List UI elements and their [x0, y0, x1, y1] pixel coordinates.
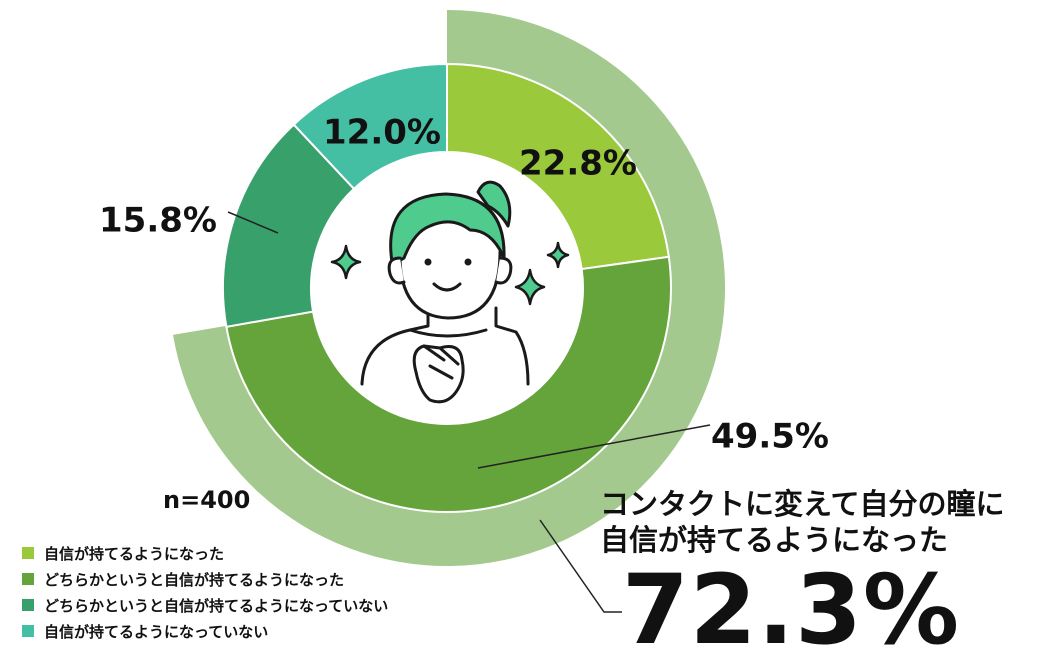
- sparkle-icon: [514, 268, 546, 306]
- headline-leader-line: [539, 519, 622, 613]
- ponytail: [476, 180, 512, 228]
- legend-swatch: [22, 599, 34, 611]
- slice-labels: 22.8% 49.5% 15.8% 12.0%: [99, 113, 829, 613]
- slice-label-4: 12.0%: [323, 113, 441, 153]
- legend-swatch: [22, 573, 34, 585]
- legend-swatch: [22, 625, 34, 637]
- headline: コンタクトに変えて自分の瞳に 自信が持てるようになった: [600, 486, 1005, 558]
- donut-slices: [222, 62, 672, 513]
- legend-label: どちらかというと自信が持てるようになった: [44, 570, 345, 589]
- slice-label-2: 49.5%: [711, 417, 829, 457]
- legend-item: 自信が持てるようになっていない: [22, 618, 388, 644]
- woman-illustration: [330, 180, 570, 404]
- legend-item: 自信が持てるようになった: [22, 540, 388, 566]
- legend-label: 自信が持てるようになった: [44, 544, 225, 563]
- legend-item: どちらかというと自信が持てるようになっていない: [22, 592, 388, 618]
- hair: [389, 192, 506, 264]
- headline-value: 72.3%: [622, 554, 961, 666]
- legend-item: どちらかというと自信が持てるようになった: [22, 566, 388, 592]
- clasped-hands: [412, 344, 465, 404]
- leader-line-2: [477, 424, 711, 469]
- sample-size: n=400: [163, 486, 251, 514]
- legend-swatch: [22, 547, 34, 559]
- legend-label: 自信が持てるようになっていない: [44, 622, 269, 641]
- headline-line-1: コンタクトに変えて自分の瞳に: [600, 487, 1005, 521]
- slice-label-1: 22.8%: [519, 144, 637, 184]
- sparkle-icon: [546, 241, 570, 269]
- legend: 自信が持てるようになった どちらかというと自信が持てるようになった どちらかとい…: [22, 540, 388, 644]
- leader-line-3: [227, 211, 279, 234]
- sparkle-icon: [330, 244, 362, 280]
- headline-line-2: 自信が持てるようになった: [600, 523, 949, 557]
- slice-label-3: 15.8%: [99, 201, 217, 241]
- legend-label: どちらかというと自信が持てるようになっていない: [44, 596, 389, 615]
- face: [398, 248, 502, 320]
